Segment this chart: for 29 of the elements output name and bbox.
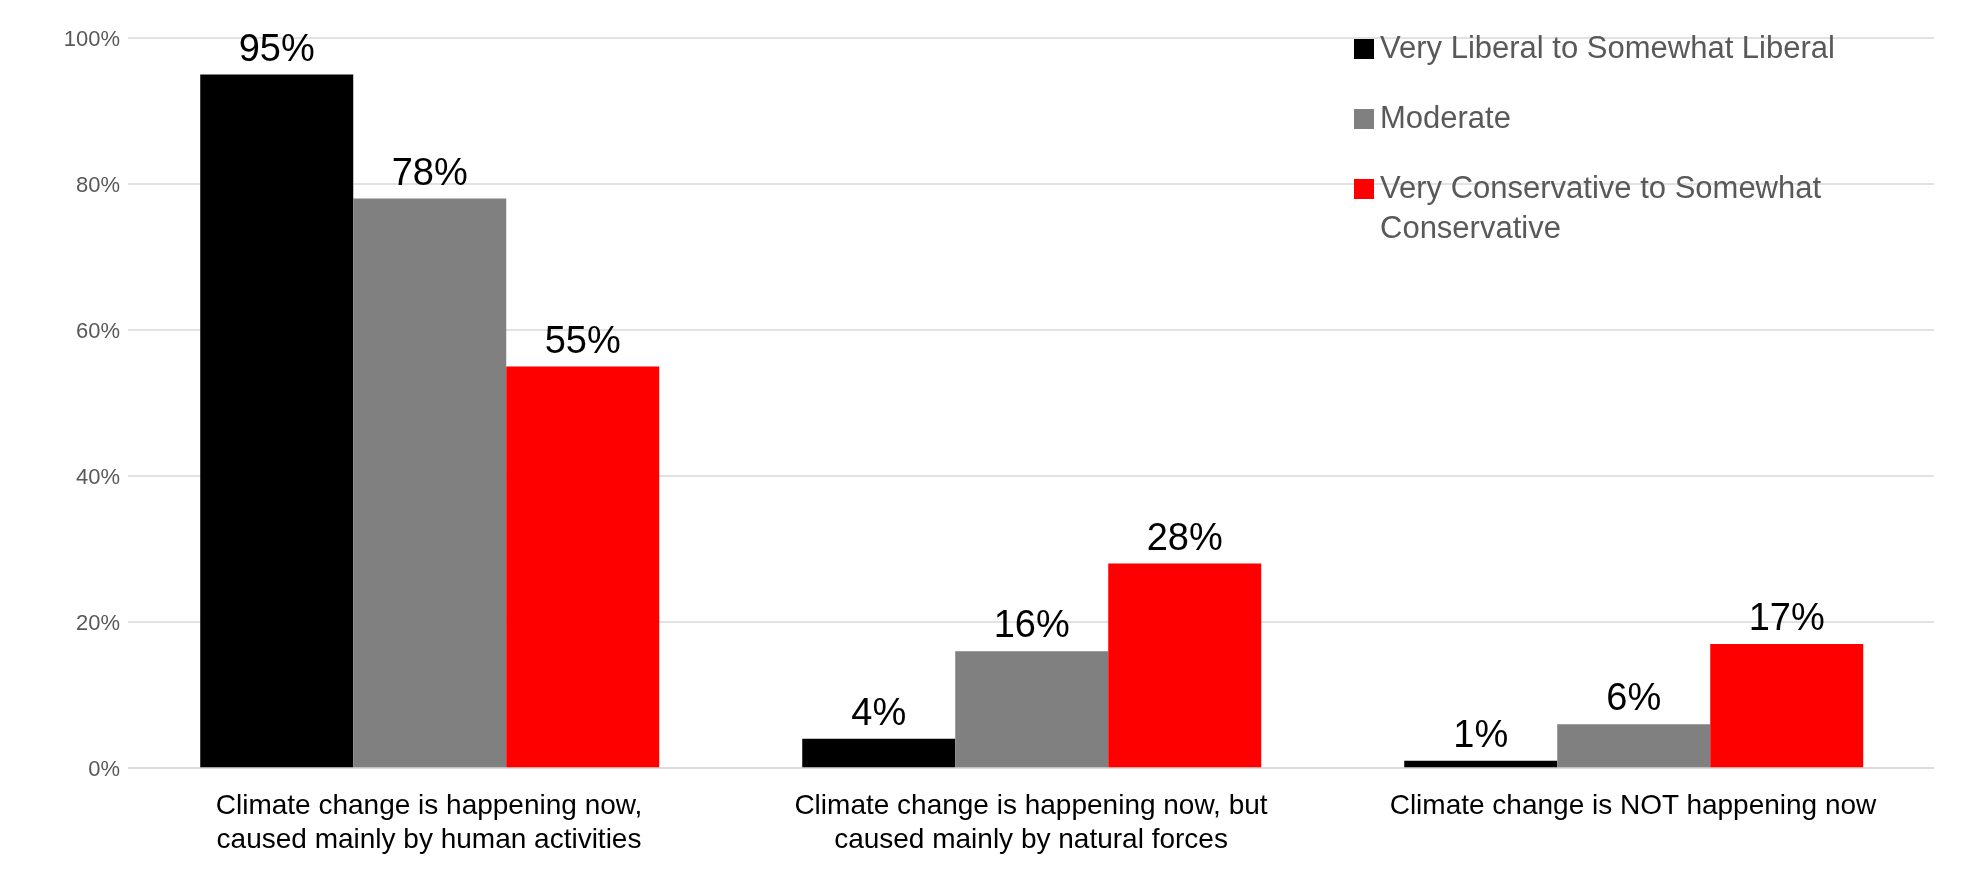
bar [802, 738, 956, 768]
data-label: 95% [238, 26, 315, 69]
data-label: 16% [993, 603, 1070, 646]
y-tick-label: 80% [75, 171, 120, 197]
bar [1710, 643, 1864, 768]
data-label: 6% [1606, 676, 1662, 719]
data-label: 55% [544, 318, 621, 361]
data-label: 1% [1453, 712, 1509, 755]
bar [1557, 724, 1711, 768]
y-tick-label: 20% [75, 609, 120, 635]
data-label: 78% [391, 150, 468, 193]
legend-label: Moderate [1380, 99, 1511, 137]
data-label: 17% [1748, 595, 1825, 638]
x-tick-label: Climate change is happening now, caused mainly by human activities [215, 789, 643, 854]
data-label: 4% [851, 690, 907, 733]
bar [955, 651, 1109, 768]
bar [1108, 563, 1262, 768]
bar [506, 366, 660, 768]
bar [200, 74, 354, 768]
y-tick-label: 0% [88, 755, 120, 781]
legend-label: Very Conservative to Somewhat Conservative [1380, 169, 1823, 247]
y-tick-label: 40% [75, 463, 120, 489]
y-tick-label: 60% [75, 317, 120, 343]
bar [353, 198, 507, 768]
legend-label: Very Liberal to Somewhat Liberal [1380, 29, 1835, 67]
y-tick-label: 100% [63, 25, 120, 51]
data-label: 28% [1146, 515, 1223, 558]
x-tick-label: Climate change is NOT happening now [1389, 789, 1878, 820]
x-tick-label: Climate change is happening now, but caused mainly by natural forces [794, 789, 1268, 854]
